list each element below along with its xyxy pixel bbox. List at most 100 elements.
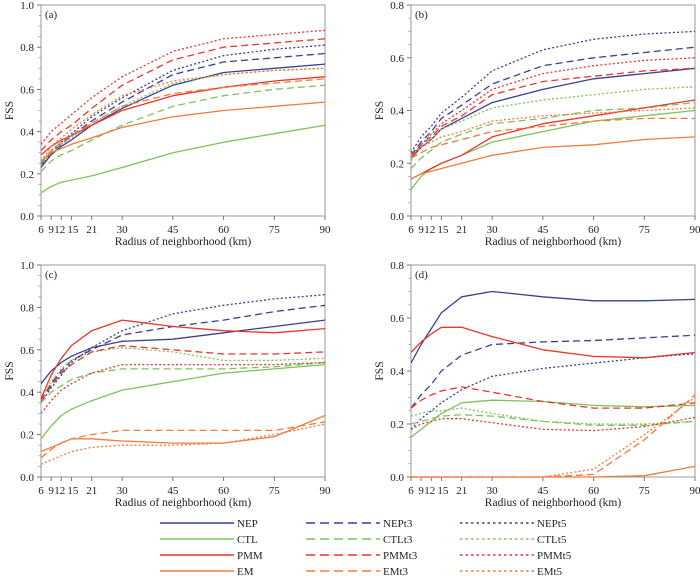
y-tick-label: 0.0 <box>20 211 34 223</box>
panel-label: (b) <box>415 9 428 21</box>
legend-label-ctlt3: CTLt3 <box>383 534 413 546</box>
y-tick-label: 0.6 <box>390 53 404 65</box>
series-line-em <box>411 465 695 478</box>
x-tick-label: 75 <box>639 224 651 236</box>
y-axis-label: FSS <box>4 101 16 120</box>
x-tick-label: 6 <box>38 224 44 236</box>
y-tick-label: 0.4 <box>20 127 34 139</box>
x-tick-label: 90 <box>320 224 332 236</box>
series-line-emt5 <box>41 423 325 465</box>
series-line-nept3 <box>41 52 325 166</box>
x-tick-label: 30 <box>487 224 499 236</box>
series-line-em <box>41 414 325 453</box>
x-tick-label: 6 <box>408 485 414 497</box>
x-tick-label: 9 <box>48 485 54 497</box>
x-tick-label: 45 <box>537 485 549 497</box>
y-tick-label: 0.6 <box>390 313 404 325</box>
y-tick-label: 0.4 <box>390 366 404 378</box>
series-line-ctlt5 <box>411 86 695 161</box>
series-line-ctl <box>41 363 325 440</box>
series-group <box>41 294 325 465</box>
x-tick-label: 15 <box>437 224 449 236</box>
panel-a: 0.0 0.2 0.4 0.6 0.8 1.0 6 9 12 15 21 30 45 60 75 90 Radi… <box>4 0 331 248</box>
plot-frame <box>410 264 696 478</box>
series-line-em <box>41 101 325 162</box>
y-tick-label: 0.8 <box>20 302 34 314</box>
series-line-em <box>411 136 695 180</box>
series-line-nept3 <box>41 304 325 402</box>
series-line-pmmt5 <box>41 361 325 414</box>
x-tick-label: 60 <box>588 485 600 497</box>
series-line-ctlt5 <box>41 347 325 399</box>
legend-label-pmm: PMM <box>237 550 263 562</box>
x-tick-label: 30 <box>117 224 129 236</box>
series-line-ctlt5 <box>411 407 695 425</box>
x-tick-label: 21 <box>456 485 467 497</box>
y-tick-label: 0.4 <box>390 106 404 118</box>
legend-label-nept5: NEPt5 <box>537 518 567 530</box>
x-tick-label: 21 <box>86 485 97 497</box>
x-tick-label: 15 <box>437 485 449 497</box>
panel-label: (a) <box>45 9 58 21</box>
x-tick-label: 6 <box>38 485 44 497</box>
x-tick-label: 90 <box>320 485 332 497</box>
series-group <box>41 29 325 194</box>
plot-frame <box>40 4 326 217</box>
legend-label-em: EM <box>237 566 254 578</box>
series-line-pmmt5 <box>411 416 695 432</box>
y-axis-label: FSS <box>374 361 386 380</box>
legend: NEP NEPt3 NEPt5 CTL CTLt3 CTLt5 PMM PMMt3 PMMt5 E… <box>160 518 572 578</box>
y-tick-label: 0.0 <box>390 472 404 484</box>
series-line-pmmt3 <box>411 67 695 159</box>
legend-label-nep: NEP <box>237 518 258 530</box>
x-tick-label: 45 <box>537 224 549 236</box>
y-tick-label: 0.4 <box>20 387 34 399</box>
x-tick-label: 30 <box>117 485 129 497</box>
x-tick-label: 15 <box>67 224 79 236</box>
y-axis-label: FSS <box>4 361 16 380</box>
series-line-pmmt3 <box>411 386 695 409</box>
x-tick-label: 90 <box>690 224 700 236</box>
y-tick-label: 0.2 <box>390 158 404 170</box>
x-tick-label: 12 <box>54 224 65 236</box>
x-axis-label: Radius of neighborhood (km) <box>115 236 252 248</box>
y-tick-label: 0.6 <box>20 345 34 357</box>
legend-label-emt3: EMt3 <box>383 566 409 578</box>
panel-label: (d) <box>415 269 428 281</box>
series-line-nept3 <box>411 46 695 156</box>
y-axis-label: FSS <box>374 101 386 120</box>
y-tick-label: 1.0 <box>20 0 34 12</box>
series-line-nept5 <box>41 294 325 404</box>
y-tick-label: 0.8 <box>390 260 404 272</box>
x-tick-label: 21 <box>456 224 467 236</box>
series-line-pmm <box>41 76 325 156</box>
series-line-emt3 <box>411 394 695 478</box>
y-tick-label: 0.2 <box>20 430 34 442</box>
y-tick-label: 0.8 <box>390 0 404 12</box>
series-line-nept3 <box>411 334 695 409</box>
series-line-pmmt5 <box>411 57 695 159</box>
x-tick-label: 15 <box>67 485 79 497</box>
series-line-emt3 <box>41 421 325 459</box>
legend-label-pmmt5: PMMt5 <box>537 550 572 562</box>
y-tick-label: 0.0 <box>390 211 404 223</box>
series-line-nep <box>411 290 695 364</box>
series-line-nep <box>411 67 695 159</box>
series-line-ctlt3 <box>411 414 695 426</box>
series-line-nept5 <box>411 353 695 430</box>
y-tick-label: 0.6 <box>20 84 34 96</box>
panel-label: (c) <box>45 269 58 281</box>
x-tick-label: 60 <box>218 224 230 236</box>
series-line-pmm <box>411 326 695 359</box>
plot-frame <box>40 264 326 478</box>
series-line-pmmt3 <box>41 344 325 402</box>
series-line-nept5 <box>411 30 695 154</box>
x-tick-label: 12 <box>54 485 65 497</box>
x-tick-label: 6 <box>408 224 414 236</box>
x-tick-label: 9 <box>48 224 54 236</box>
y-tick-label: 0.8 <box>20 42 34 54</box>
panel-c: 0.0 0.2 0.4 0.6 0.8 1.0 6 9 12 15 21 30 45 60 75 90 Radi… <box>4 260 331 509</box>
series-line-ctlt5 <box>41 67 325 166</box>
legend-label-nept3: NEPt3 <box>383 518 413 530</box>
